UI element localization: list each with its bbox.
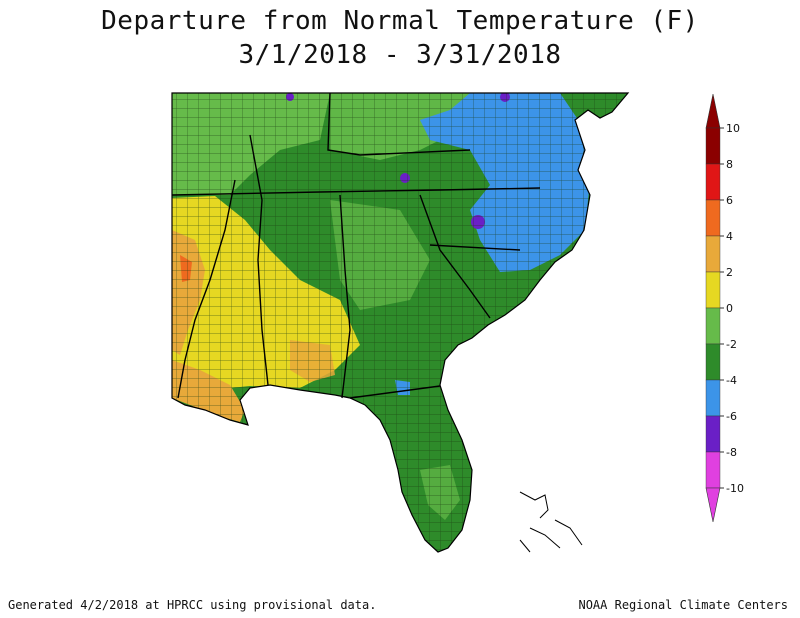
legend-bin [705, 379, 721, 417]
source-credit: NOAA Regional Climate Centers [578, 598, 788, 612]
legend-bin [705, 235, 721, 273]
legend-tick-label: 8 [726, 158, 733, 171]
legend-tick-label: -8 [726, 446, 737, 459]
legend-tick-label: -4 [726, 374, 737, 387]
legend-bin [705, 163, 721, 201]
state-boundaries [171, 92, 541, 399]
legend-arrow-bottom [705, 487, 721, 523]
legend-tick-label: 6 [726, 194, 733, 207]
legend-bin [705, 271, 721, 309]
legend-tick-label: -2 [726, 338, 737, 351]
legend-bin [705, 415, 721, 453]
legend-arrow-top [705, 93, 721, 129]
map-title: Departure from Normal Temperature (F) [101, 6, 699, 36]
legend-tick-label: 10 [726, 122, 740, 135]
legend-bin [705, 343, 721, 381]
caribbean-islands [519, 491, 583, 553]
legend-tick-label: 0 [726, 302, 733, 315]
date-range-subtitle: 3/1/2018 - 3/31/2018 [238, 40, 562, 70]
legend-bin [705, 199, 721, 237]
legend-bin [705, 451, 721, 489]
generated-note: Generated 4/2/2018 at HPRCC using provis… [8, 598, 377, 612]
legend-bin [705, 127, 721, 165]
legend-tick-label: 4 [726, 230, 733, 243]
legend-tick-label: -6 [726, 410, 737, 423]
legend-tick-label: -10 [726, 482, 744, 495]
legend-tick-label: 2 [726, 266, 733, 279]
legend-bin [705, 307, 721, 345]
